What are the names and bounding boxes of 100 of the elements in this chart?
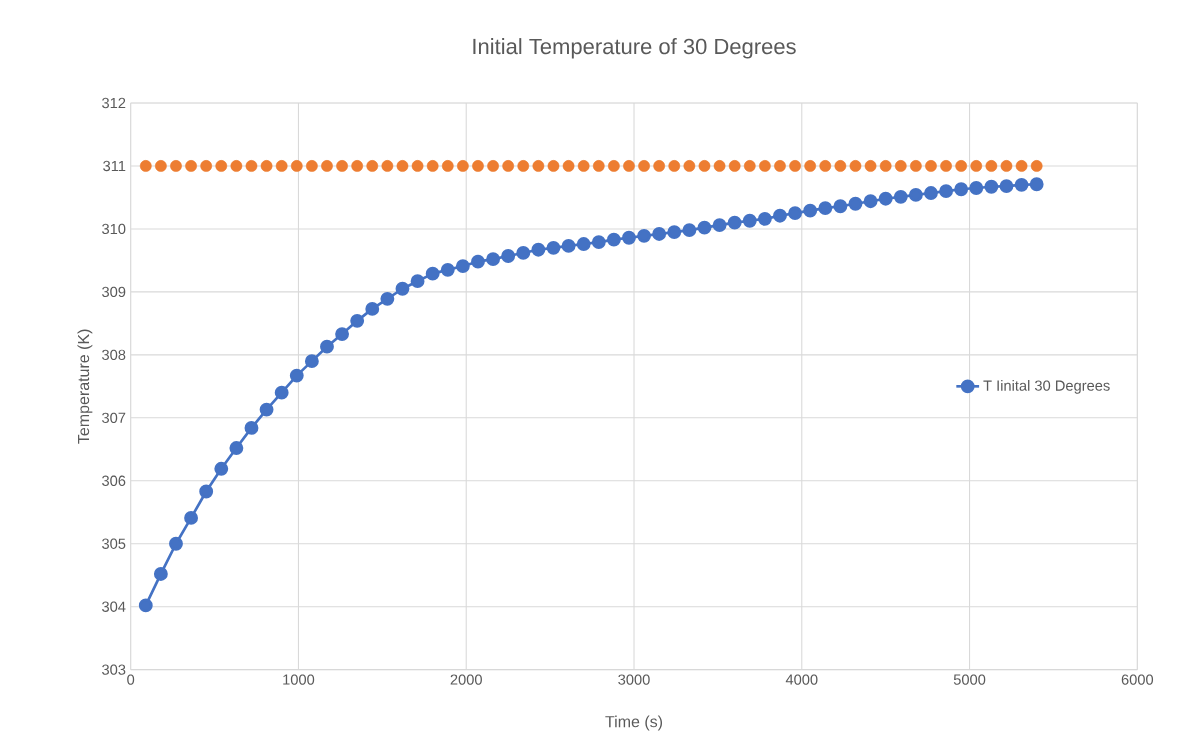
point <box>804 160 817 172</box>
point <box>274 385 289 400</box>
point <box>184 510 199 525</box>
point <box>984 179 999 194</box>
point <box>532 160 545 172</box>
point <box>395 281 410 296</box>
point <box>365 301 380 316</box>
y-tick-label: 312 <box>102 97 126 109</box>
point <box>803 203 818 218</box>
point <box>848 196 863 211</box>
point <box>486 252 501 267</box>
point <box>789 160 801 172</box>
point <box>819 160 832 172</box>
point <box>471 254 485 269</box>
point <box>381 160 394 172</box>
point <box>289 368 304 383</box>
point <box>623 160 635 172</box>
point <box>138 598 153 613</box>
point <box>230 160 243 172</box>
point <box>970 160 983 172</box>
point <box>683 160 696 172</box>
point <box>939 184 954 199</box>
point <box>1014 177 1029 192</box>
point <box>501 249 516 263</box>
point <box>668 160 681 172</box>
point <box>290 160 303 172</box>
point <box>608 160 620 172</box>
point <box>728 160 741 172</box>
point <box>1000 160 1013 172</box>
y-tick-label: 307 <box>102 412 126 423</box>
point <box>441 160 454 172</box>
point <box>321 160 333 172</box>
y-tick-label: 311 <box>103 160 126 172</box>
point <box>425 266 440 281</box>
point <box>925 160 937 172</box>
point <box>954 182 969 197</box>
point <box>1015 160 1028 172</box>
point <box>561 238 576 253</box>
point <box>380 291 395 306</box>
point <box>940 160 952 172</box>
point <box>200 160 213 172</box>
point <box>576 237 591 251</box>
point <box>396 160 409 172</box>
point <box>577 160 590 172</box>
point <box>516 245 531 260</box>
point <box>773 208 787 223</box>
point <box>833 199 848 214</box>
point <box>215 160 228 172</box>
point <box>908 187 923 202</box>
point <box>229 441 244 455</box>
y-tick-label: 303 <box>102 664 126 675</box>
point <box>757 211 772 226</box>
point <box>592 160 605 172</box>
y-tick-label: 310 <box>102 223 126 235</box>
point <box>169 536 183 551</box>
point <box>652 227 667 241</box>
x-tick-label: 0 <box>127 674 135 685</box>
point <box>350 313 365 328</box>
y-axis-title: Temperature (K) <box>77 329 93 444</box>
x-tick-label: 2000 <box>450 674 482 685</box>
point <box>410 274 425 289</box>
point <box>893 189 908 204</box>
point <box>155 160 167 172</box>
point <box>351 160 364 172</box>
point <box>304 354 319 369</box>
point <box>774 160 786 172</box>
point <box>547 160 560 172</box>
point <box>531 242 546 257</box>
point <box>682 223 697 238</box>
point <box>849 160 862 172</box>
legend-label: T Iinital 30 Degrees <box>983 380 1110 394</box>
point <box>759 160 771 172</box>
point <box>487 160 499 172</box>
point <box>1030 160 1043 172</box>
y-tick-label: 309 <box>102 286 126 298</box>
point <box>517 160 530 172</box>
point <box>713 160 726 172</box>
point <box>955 160 968 172</box>
point <box>712 218 727 233</box>
point <box>743 160 756 172</box>
point <box>924 186 938 200</box>
point <box>622 230 636 245</box>
point <box>199 484 214 499</box>
point <box>259 402 274 417</box>
point <box>818 201 833 216</box>
x-tick-label: 3000 <box>618 674 650 685</box>
point <box>411 160 424 172</box>
point <box>999 179 1014 194</box>
point <box>788 206 803 221</box>
point <box>440 262 455 277</box>
point <box>214 461 229 476</box>
point <box>244 420 259 435</box>
point <box>170 160 182 172</box>
point <box>336 160 348 172</box>
y-tick-label: 306 <box>102 475 126 486</box>
point <box>834 160 847 172</box>
y-tick-label: 308 <box>102 349 126 361</box>
point <box>667 225 682 240</box>
point <box>260 160 273 172</box>
x-tick-label: 5000 <box>953 674 986 685</box>
